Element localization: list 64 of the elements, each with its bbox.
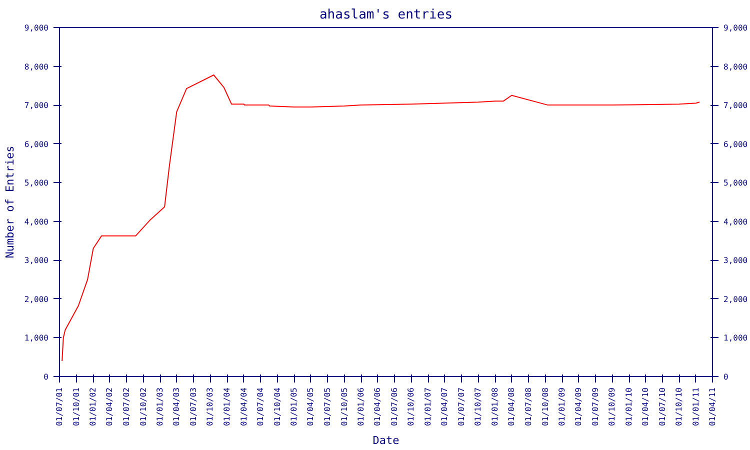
x-tick-label: 01/04/02 bbox=[105, 387, 114, 426]
x-tick-label: 01/01/07 bbox=[424, 387, 433, 426]
y2-tick-label: 6,000 bbox=[724, 140, 748, 149]
x-tick-label: 01/10/09 bbox=[608, 387, 617, 426]
x-tick-label: 01/10/02 bbox=[138, 387, 148, 426]
y-tick-label: 7,000 bbox=[24, 101, 49, 110]
x-tick-label: 01/10/01 bbox=[72, 387, 81, 426]
x-tick-label: 01/07/09 bbox=[590, 387, 600, 426]
x-tick-label: 01/10/03 bbox=[206, 387, 215, 426]
y-tick-label: 8,000 bbox=[24, 62, 49, 72]
y2-tick-label: 1,000 bbox=[724, 334, 748, 343]
x-tick-label: 01/01/04 bbox=[222, 387, 232, 426]
y2-tick-label: 5,000 bbox=[724, 178, 748, 188]
y2-tick-label: 2,000 bbox=[724, 294, 748, 304]
x-tick-label: 01/07/10 bbox=[658, 387, 667, 426]
x-tick-label: 01/07/04 bbox=[256, 387, 265, 426]
y-tick-label: 4,000 bbox=[24, 217, 49, 226]
x-tick-label: 01/04/07 bbox=[440, 387, 450, 426]
x-tick-label: 01/10/10 bbox=[674, 387, 684, 426]
x-tick-label: 01/07/05 bbox=[322, 387, 332, 426]
x-tick-label: 01/01/05 bbox=[290, 387, 299, 426]
x-tick-label: 01/10/05 bbox=[340, 387, 349, 426]
y-axis-title: Number of Entries bbox=[3, 146, 16, 258]
x-tick-label: 01/10/06 bbox=[406, 387, 416, 426]
x-tick-label: 01/07/01 bbox=[55, 387, 64, 426]
x-tick-label: 01/07/06 bbox=[390, 387, 399, 426]
x-tick-label: 01/01/08 bbox=[490, 387, 500, 426]
y2-tick-label: 9,000 bbox=[724, 24, 748, 32]
y-tick-label: 1,000 bbox=[24, 334, 49, 343]
x-tick-label: 01/04/10 bbox=[641, 387, 650, 426]
y2-tick-label: 8,000 bbox=[724, 62, 748, 72]
y2-tick-label: 7,000 bbox=[724, 101, 748, 110]
y-tick-label: 6,000 bbox=[24, 140, 49, 149]
y2-tick-label: 0 bbox=[724, 372, 728, 382]
x-tick-label: 01/04/06 bbox=[373, 387, 382, 426]
x-tick-label: 01/07/03 bbox=[188, 387, 198, 426]
x-tick-label: 01/01/09 bbox=[558, 387, 567, 426]
y-tick-label: 3,000 bbox=[24, 256, 49, 266]
x-tick-label: 01/01/03 bbox=[156, 387, 165, 426]
y-tick-label: 2,000 bbox=[24, 294, 49, 304]
x-tick-label: 01/10/07 bbox=[474, 387, 483, 426]
x-tick-label: 01/01/06 bbox=[356, 387, 366, 426]
y-tick-label: 9,000 bbox=[24, 24, 49, 32]
x-tick-label: 01/01/11 bbox=[691, 387, 700, 426]
x-tick-label: 01/07/02 bbox=[122, 387, 131, 426]
y2-tick-label: 3,000 bbox=[724, 256, 748, 266]
y-tick-label: 5,000 bbox=[24, 178, 49, 188]
y-tick-label: 0 bbox=[44, 372, 49, 382]
x-tick-label: 01/04/04 bbox=[239, 387, 248, 426]
x-tick-label: 01/10/08 bbox=[540, 387, 550, 426]
x-tick-label: 01/04/08 bbox=[507, 387, 516, 426]
x-tick-label: 01/04/05 bbox=[306, 387, 316, 426]
x-tick-label: 01/04/11 bbox=[708, 387, 717, 426]
y2-tick-label: 4,000 bbox=[724, 217, 748, 226]
x-tick-label: 01/01/10 bbox=[624, 387, 634, 426]
x-tick-label: 01/01/02 bbox=[88, 387, 98, 426]
x-tick-label: 01/07/08 bbox=[524, 387, 533, 426]
x-tick-label: 01/10/04 bbox=[272, 387, 282, 426]
chart-title: ahaslam's entries bbox=[319, 8, 453, 22]
x-axis-title: Date bbox=[372, 434, 400, 448]
line-series bbox=[62, 74, 700, 362]
x-tick-label: 01/04/09 bbox=[574, 387, 584, 426]
x-tick-label: 01/04/03 bbox=[172, 387, 182, 426]
x-tick-label: 01/07/07 bbox=[456, 387, 466, 426]
